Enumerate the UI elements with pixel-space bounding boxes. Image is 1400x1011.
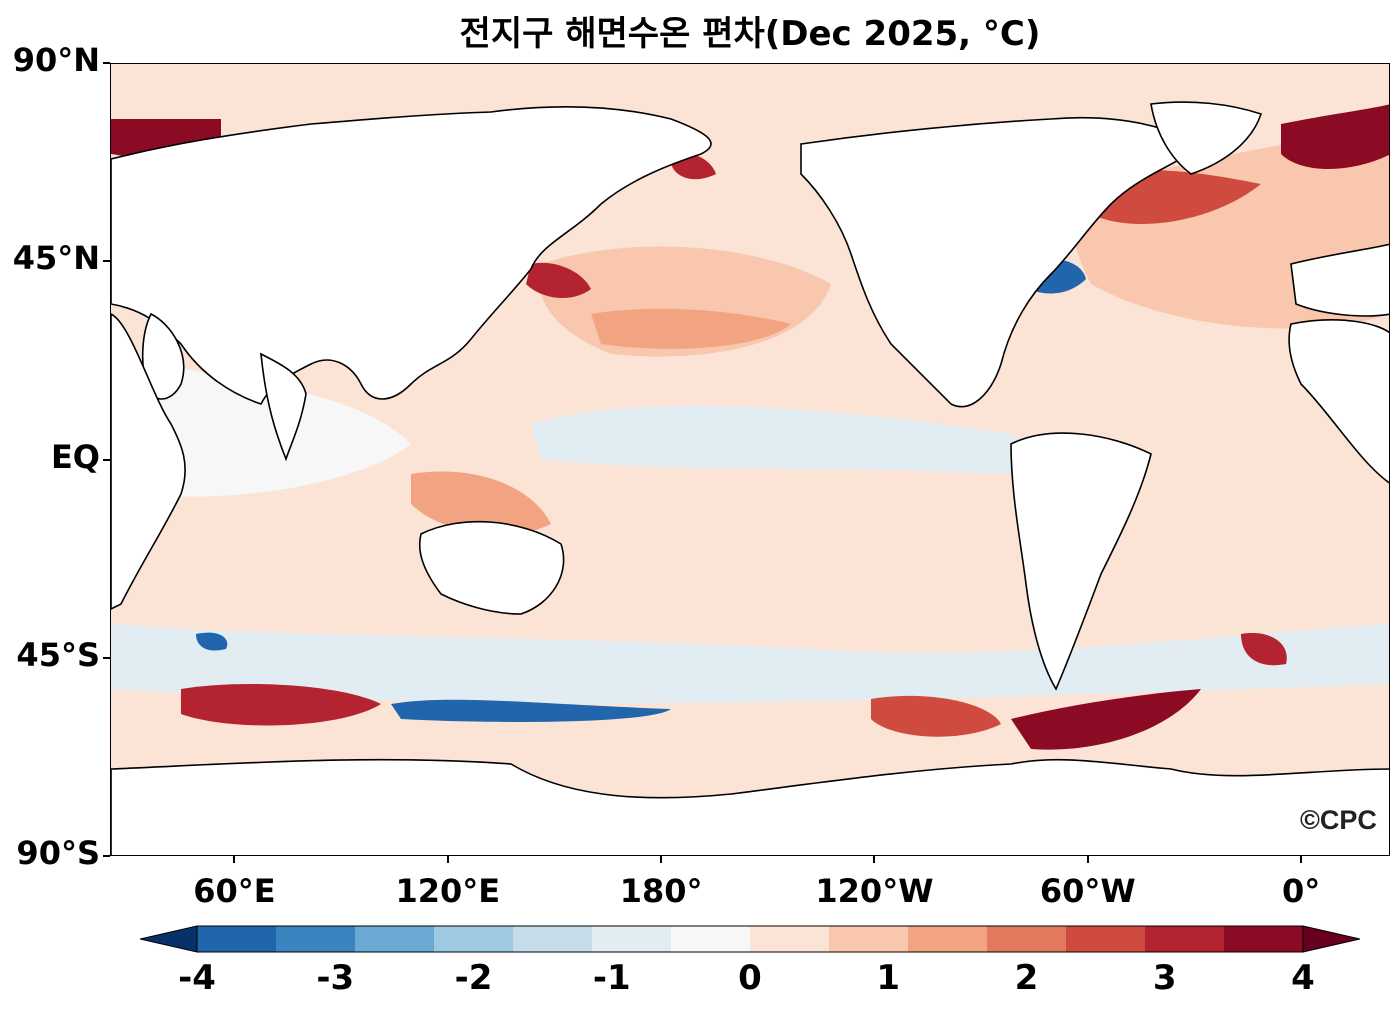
lat-tick-mark [103,260,110,263]
colorbar-tick-label: -4 [178,958,216,998]
lat-tick-mark [103,656,110,659]
map-canvas [111,64,1389,855]
lat-tick-mark [103,855,110,857]
colorbar-segment [1066,926,1146,952]
colorbar-segment [1145,926,1225,952]
maritime-continent-warm [411,471,551,535]
colorbar-segment [592,926,672,952]
west-africa [1288,319,1389,484]
colorbar-segment [1224,926,1304,952]
greenland [1150,101,1263,175]
colorbar-segment [355,926,435,952]
colorbar-tick-label: 3 [1152,958,1177,998]
colorbar-outline [196,925,1304,953]
australia [418,520,565,615]
lon-tick-label: 120°E [395,872,501,910]
lon-tick-label: 60°E [193,872,276,910]
lat-tick-label: 90°N [12,41,100,79]
lon-tick-label: 60°W [1039,872,1136,910]
colorbar-segment [829,926,909,952]
south-pacific-hot [871,695,1001,737]
colorbar-tick-label: 2 [1014,958,1039,998]
colorbar-segment [434,926,514,952]
nordic-sea-hot [1281,104,1389,169]
colorbar-segment [513,926,593,952]
equatorial-cool-patch [531,405,1047,474]
lon-tick-mark [1300,856,1303,863]
africa [111,313,186,610]
colorbar-segment [750,926,830,952]
south-america [1010,432,1152,691]
antarctica [111,758,1389,855]
colorbar-tick-label: -3 [316,958,355,998]
kuroshio-hot-spot [526,262,591,299]
south-atlantic-hot [1241,633,1287,666]
colorbar-segment [197,926,277,952]
lon-tick-mark [446,856,449,863]
colorbar-tick-label: 4 [1291,958,1315,998]
arabian-india [141,312,185,400]
lat-tick-label: 90°S [16,834,100,872]
sst-anomaly-map [110,63,1390,856]
land-masses [111,101,1389,855]
colorbar-extend-min [140,925,198,953]
lon-tick-label: 120°W [815,872,934,910]
eurasia [111,105,712,405]
colorbar-tick-label: -2 [454,958,493,998]
lat-tick-mark [103,62,110,64]
north-pacific-warm-core [591,308,791,349]
cpc-credit: ©CPC [1300,805,1377,835]
colorbar-segment [908,926,988,952]
europe-atlantic [1290,243,1389,317]
map-title: 전지구 해면수온 편차(Dec 2025, °C) [459,14,1041,54]
india [260,352,307,462]
kerguelen-cool [196,632,228,651]
lat-tick-label: 45°S [16,635,100,674]
lat-tick-mark [103,458,110,461]
colorbar-tick-label: 1 [876,958,901,998]
lon-tick-mark [1086,856,1089,863]
colorbar-segment [987,926,1067,952]
colorbar-extend-max [1302,925,1360,953]
lon-tick-label: 180° [619,872,703,910]
colorbar-tick-label: 0 [738,958,762,998]
colorbar-segment [671,926,751,952]
lat-tick-label: EQ [50,437,100,476]
drake-passage-hot [1011,689,1201,750]
lon-tick-label: 0° [1281,872,1321,910]
lon-tick-mark [660,856,663,863]
colorbar-segment [276,926,356,952]
colorbar-tick-label: -1 [592,958,631,998]
lon-tick-mark [233,856,236,863]
colorbar [140,925,1360,953]
southern-ocean-cool-streak [391,699,671,722]
north-america [800,116,1203,408]
lat-tick-label: 45°N [12,239,100,278]
southern-ocean-cool-band [111,624,1389,704]
lon-tick-mark [873,856,876,863]
south-indian-hot [181,684,381,726]
